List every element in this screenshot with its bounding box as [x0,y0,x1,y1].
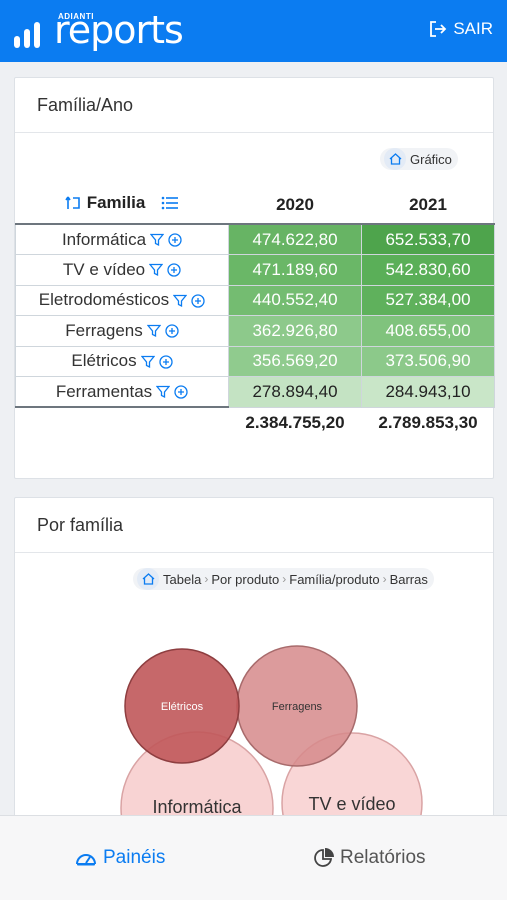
value-cell: 284.943,10 [361,376,495,408]
value-cell: 362.926,80 [228,315,362,347]
value-cell: 408.655,00 [361,315,495,347]
breadcrumb-separator: › [382,572,387,586]
table-row: Eletrodomésticos 440.552,40 527.384,00 [15,284,495,316]
value-cell: 356.569,20 [228,345,362,377]
row-label-cell: TV e vídeo [15,254,229,286]
bubble-chart: Informática TV e vídeo Ferragens Elétric… [120,645,423,826]
value-cell: 474.622,80 [228,223,362,255]
row-label: Informática [61,229,147,249]
bottom-navigation: Painéis Relatórios [0,815,507,900]
table-row: Elétricos 356.569,20 373.506,90 [15,345,495,377]
brand-small: ADIANTI [58,12,94,21]
breadcrumb-table[interactable]: Tabela [163,571,202,587]
table-row: Informática 474.622,80 652.533,70 [15,223,495,255]
home-icon[interactable] [137,568,159,590]
row-label: Elétricos [71,351,137,371]
breadcrumb: Tabela › Por produto › Família/produto ›… [133,568,434,590]
brand-name: reports [54,8,184,52]
expand-plus-icon[interactable] [158,355,173,369]
bubble-label: Informática [152,797,242,817]
logout-label: SAIR [453,19,493,38]
by-family-panel: Por família Tabela › Por produto › Famíl… [14,497,494,827]
top-bar: ADIANTI reports SAIR [0,0,507,62]
row-label-cell: Eletrodomésticos [15,284,229,316]
row-label-cell: Informática [15,223,229,255]
table-row: TV e vídeo 471.189,60 542.830,60 [15,254,495,286]
expand-plus-icon[interactable] [168,233,182,247]
nav-dashboards-label: Painéis [103,847,166,868]
value-cell: 652.533,70 [361,223,495,255]
panel-title: Família/Ano [15,78,493,133]
expand-plus-icon[interactable] [191,294,205,308]
expand-plus-icon[interactable] [165,324,179,338]
bubble-label: TV e vídeo [308,794,395,814]
total-2021: 2.789.853,30 [378,413,478,433]
value-cell: 278.894,40 [228,376,362,408]
column-header-2020[interactable]: 2020 [228,186,362,225]
nav-reports-label: Relatórios [340,847,426,868]
filter-icon[interactable] [156,385,171,399]
column-header-2021[interactable]: 2021 [361,186,495,225]
row-label: Ferragens [65,320,143,340]
home-icon[interactable] [384,148,406,170]
panel-title: Por família [15,498,493,553]
bar-chart-logo-icon [14,22,40,48]
bubble-label: Ferragens [272,701,323,713]
pivot-table: Familia 2020 2021 Informática 474.622,80 6… [15,186,495,439]
filter-icon[interactable] [146,324,161,338]
row-label-cell: Ferragens [15,315,229,347]
row-label: Eletrodomésticos [38,290,170,310]
family-year-panel: Família/Ano Gráfico Familia [14,77,495,479]
breadcrumb-by-product[interactable]: Por produto [211,571,280,587]
sign-out-icon [430,21,447,37]
value-cell: 527.384,00 [361,284,495,316]
swap-axis-icon[interactable] [65,195,81,211]
bubble-eletricos[interactable]: Elétricos [124,648,240,764]
total-2020: 2.384.755,20 [245,413,345,433]
breadcrumb-separator: › [204,572,209,586]
expand-plus-icon[interactable] [167,263,181,277]
filter-icon[interactable] [140,355,155,369]
pie-chart-icon [314,848,334,867]
nav-dashboards[interactable]: Painéis [75,847,165,869]
nav-reports[interactable]: Relatórios [314,847,426,869]
breadcrumb-chart[interactable]: Gráfico [410,151,452,167]
breadcrumb-bars[interactable]: Barras [389,571,428,587]
list-icon[interactable] [161,196,179,210]
row-label: TV e vídeo [62,259,146,279]
value-cell: 373.506,90 [361,345,495,377]
logout-button[interactable]: SAIR [429,19,493,39]
filter-icon[interactable] [150,233,165,247]
value-cell: 471.189,60 [228,254,362,286]
totals-label-cell [15,406,229,439]
expand-plus-icon[interactable] [174,385,188,399]
bubble-label: Elétricos [161,701,204,713]
breadcrumb-separator: › [282,572,287,586]
row-header-label: Familia [86,193,146,212]
row-label-cell: Elétricos [15,345,229,377]
breadcrumb-family-product[interactable]: Família/produto [289,571,380,587]
row-label: Ferramentas [55,381,153,401]
table-row: Ferragens 362.926,80 408.655,00 [15,315,495,347]
value-cell: 542.830,60 [361,254,495,286]
row-header[interactable]: Familia [15,186,229,225]
filter-icon[interactable] [149,263,164,277]
table-row: Ferramentas 278.894,40 284.943,10 [15,376,495,408]
gauge-icon [76,854,96,866]
bubble-ferragens[interactable]: Ferragens [236,645,358,767]
totals-row: 2.384.755,20 2.789.853,30 [15,406,495,439]
row-label-cell: Ferramentas [15,376,229,408]
value-cell: 440.552,40 [228,284,362,316]
breadcrumb: Gráfico [380,148,458,170]
filter-icon[interactable] [173,294,188,308]
